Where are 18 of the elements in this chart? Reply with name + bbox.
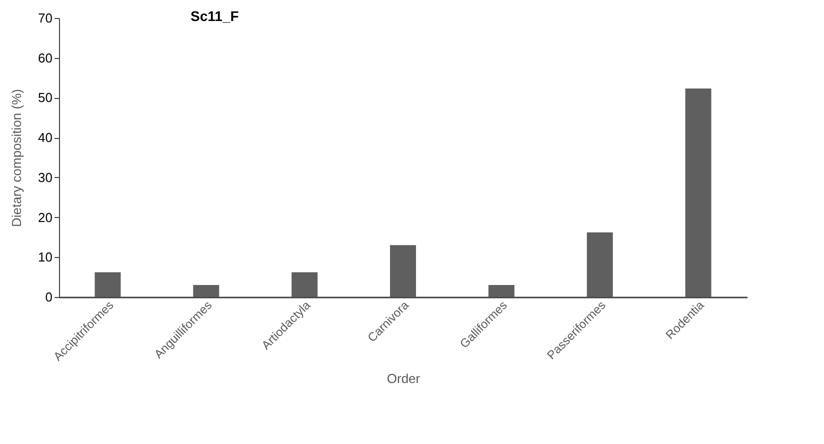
y-tick-label: 0 [45,290,52,304]
bar [193,285,220,297]
bar [390,245,416,297]
bar [685,88,712,297]
y-tick-label: 30 [38,170,52,185]
bar [488,285,514,297]
bar [292,272,318,297]
y-tick-label: 70 [38,10,52,26]
y-tick-label: 40 [38,130,52,146]
y-axis-title: Dietary composition (%) [9,89,24,227]
y-tick-label: 20 [38,210,52,225]
chart-title: Sc11_F [190,8,240,24]
y-tick-label: 10 [38,250,52,265]
y-tick-label: 50 [38,90,52,106]
y-tick-label: 60 [38,50,52,66]
x-axis-title: Order [386,370,421,386]
bar [94,272,121,297]
bar [586,232,613,297]
